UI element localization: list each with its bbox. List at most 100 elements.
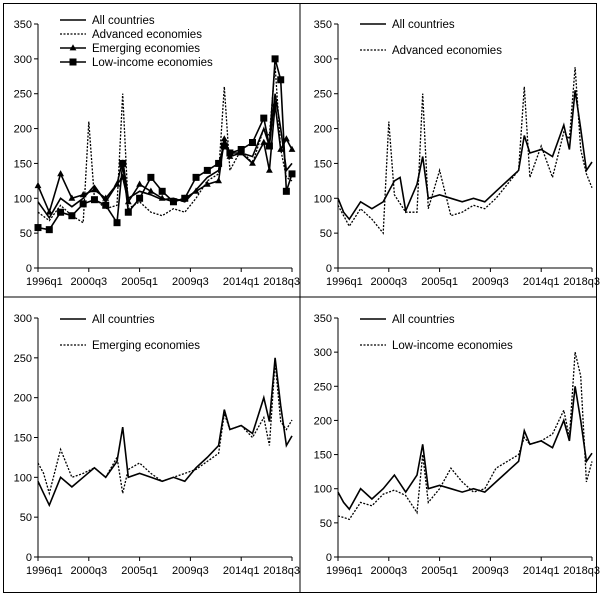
legend-label-low-income-economies: Low-income economies <box>392 340 513 352</box>
y-tick-label: 100 <box>314 484 332 496</box>
legend-label-advanced-economies: Advanced economies <box>92 29 202 41</box>
y-tick-label: 350 <box>14 19 32 31</box>
x-tick-label: 2009q3 <box>172 276 209 288</box>
data-point-low-income-economies <box>277 76 285 84</box>
data-point-emerging-economies <box>260 138 268 145</box>
data-point-emerging-economies <box>215 177 222 184</box>
x-tick-label: 2014q1 <box>223 565 260 577</box>
data-point-emerging-economies <box>266 166 273 173</box>
data-point-low-income-economies <box>124 208 132 216</box>
data-point-emerging-economies <box>288 145 296 152</box>
data-point-emerging-economies <box>79 191 87 198</box>
y-tick-label: 0 <box>326 552 332 564</box>
data-point-emerging-economies <box>68 194 76 201</box>
y-tick-label: 150 <box>14 433 32 445</box>
data-point-low-income-economies <box>68 212 76 220</box>
y-tick-label: 250 <box>314 381 332 393</box>
data-point-low-income-economies <box>90 196 98 204</box>
chart-panel-bottom-left: 0 50 100 150 200 250 300 1996q1 2000q3 2005q1 2009… <box>14 313 300 577</box>
y-tick-label: 50 <box>20 512 32 524</box>
y-tick-label: 300 <box>14 54 32 66</box>
legend-label-emerging-economies: Emerging economies <box>92 43 200 55</box>
series-line-advanced-economies <box>37 65 293 224</box>
data-point-low-income-economies <box>119 159 127 167</box>
y-tick-label: 300 <box>314 54 332 66</box>
y-tick-label: 0 <box>26 263 32 275</box>
y-tick-label: 250 <box>14 353 32 365</box>
y-tick-label: 100 <box>14 472 32 484</box>
series-line-all-countries <box>337 386 593 511</box>
data-point-emerging-economies <box>57 170 64 177</box>
series-line-low-income-economies <box>37 58 293 231</box>
data-point-emerging-economies <box>192 187 200 194</box>
data-point-emerging-economies <box>113 180 121 187</box>
data-point-low-income-economies <box>260 114 268 122</box>
legend-label-all-countries: All countries <box>392 19 455 31</box>
legend-label-all-countries: All countries <box>92 15 155 27</box>
x-tick-label: 2000q3 <box>70 565 107 577</box>
data-point-low-income-economies <box>45 226 53 234</box>
x-tick-label: 2018q3 <box>263 565 300 577</box>
data-point-low-income-economies <box>147 173 155 181</box>
data-point-emerging-economies <box>249 159 256 166</box>
y-tick-label: 350 <box>314 313 332 325</box>
chart-panel-top-left: 0 50 100 150 200 250 300 350 1996q1 2000q3 2005q1 2… <box>14 15 300 288</box>
y-tick-label: 300 <box>14 313 32 325</box>
x-tick-label: 2009q3 <box>172 565 209 577</box>
x-tick-label: 2018q3 <box>263 276 300 288</box>
y-tick-label: 200 <box>14 124 32 136</box>
data-point-low-income-economies <box>220 142 228 150</box>
y-tick-label: 200 <box>14 393 32 405</box>
y-tick-label: 200 <box>314 415 332 427</box>
data-point-emerging-economies <box>147 187 155 194</box>
data-point-emerging-economies <box>203 180 211 187</box>
legend-label-advanced-economies: Advanced economies <box>392 45 502 57</box>
series-line-emerging-economies <box>37 361 293 496</box>
x-tick-label: 1996q1 <box>26 276 63 288</box>
x-tick-label: 2005q1 <box>121 276 158 288</box>
series-line-advanced-economies <box>337 67 593 235</box>
x-tick-label: 1996q1 <box>326 276 363 288</box>
x-tick-label: 2018q3 <box>563 565 600 577</box>
data-point-low-income-economies <box>271 55 279 63</box>
data-point-low-income-economies <box>192 173 200 181</box>
data-point-low-income-economies <box>158 187 166 195</box>
y-tick-label: 50 <box>320 228 332 240</box>
y-tick-label: 300 <box>314 347 332 359</box>
x-tick-label: 2000q3 <box>370 565 407 577</box>
data-point-low-income-economies <box>102 201 110 209</box>
y-tick-label: 150 <box>14 158 32 170</box>
y-tick-label: 100 <box>314 193 332 205</box>
x-tick-label: 2005q1 <box>421 276 458 288</box>
data-point-emerging-economies <box>283 135 290 142</box>
data-point-low-income-economies <box>282 187 290 195</box>
data-point-emerging-economies <box>220 135 228 142</box>
y-tick-label: 50 <box>320 518 332 530</box>
legend-label-low-income-economies: Low-income economies <box>92 57 213 69</box>
legend-label-all-countries: All countries <box>92 314 155 326</box>
y-tick-label: 150 <box>314 450 332 462</box>
data-point-emerging-economies <box>271 100 279 107</box>
x-tick-label: 2005q1 <box>121 565 158 577</box>
y-tick-label: 0 <box>326 263 332 275</box>
data-point-emerging-economies <box>102 194 110 201</box>
data-point-low-income-economies <box>57 208 65 216</box>
y-tick-label: 350 <box>314 19 332 31</box>
chart-panel-top-right: 0 50 100 150 200 250 300 350 1996q1 2000q3 2005q1 2… <box>314 19 600 288</box>
y-tick-label: 50 <box>20 228 32 240</box>
series-line-all-countries <box>337 90 593 221</box>
y-tick-label: 150 <box>314 158 332 170</box>
x-tick-label: 2009q3 <box>472 276 509 288</box>
x-tick-label: 2000q3 <box>70 276 107 288</box>
data-point-low-income-economies <box>288 170 296 178</box>
x-tick-label: 2014q1 <box>523 565 560 577</box>
legend-marker <box>69 58 77 66</box>
chart-panel-bottom-right: 0 50 100 150 200 250 300 350 1996q1 2000q3 2005q1 2… <box>314 313 600 577</box>
data-point-emerging-economies <box>136 180 143 187</box>
data-point-low-income-economies <box>181 194 189 202</box>
data-point-low-income-economies <box>34 224 42 232</box>
x-tick-label: 2014q1 <box>523 276 560 288</box>
data-point-emerging-economies <box>45 208 53 215</box>
data-point-low-income-economies <box>113 219 121 227</box>
